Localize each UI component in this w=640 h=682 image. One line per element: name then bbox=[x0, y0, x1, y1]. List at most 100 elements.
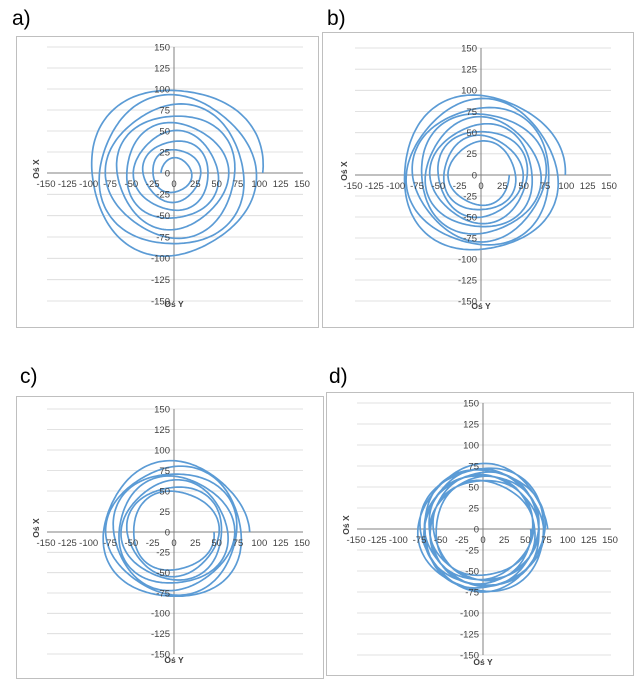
y-tick-label: -50 bbox=[465, 566, 479, 577]
y-tick-label: -75 bbox=[463, 233, 477, 244]
panel-label-a: a) bbox=[12, 7, 31, 30]
x-tick-label: 25 bbox=[499, 535, 510, 546]
y-tick-label: 150 bbox=[154, 404, 170, 415]
x-tick-label: -25 bbox=[146, 179, 160, 190]
x-tick-label: 50 bbox=[518, 181, 529, 192]
x-tick-label: -75 bbox=[410, 181, 424, 192]
x-tick-label: 150 bbox=[294, 538, 310, 549]
y-tick-label: 125 bbox=[463, 419, 479, 430]
y-tick-label: -100 bbox=[151, 254, 170, 265]
y-tick-label: 75 bbox=[466, 107, 477, 118]
panel-label-b: b) bbox=[327, 7, 346, 30]
y-tick-label: -50 bbox=[156, 211, 170, 222]
y-tick-label: 0 bbox=[472, 170, 477, 181]
spiral-series-line bbox=[403, 94, 567, 251]
x-tick-label: -150 bbox=[346, 535, 365, 546]
y-tick-label: 25 bbox=[159, 147, 170, 158]
y-tick-label: -100 bbox=[460, 608, 479, 619]
y-tick-label: -50 bbox=[463, 212, 477, 223]
chart-c-svg: 1501251007550250-25-50-75-100-125-150-15… bbox=[31, 404, 310, 665]
y-tick-label: 0 bbox=[165, 168, 170, 179]
x-axis-title: Oś Y bbox=[471, 301, 491, 311]
x-tick-label: 25 bbox=[190, 538, 201, 549]
y-tick-label: -150 bbox=[458, 296, 477, 307]
x-tick-label: 25 bbox=[190, 179, 201, 190]
y-tick-label: 150 bbox=[463, 398, 479, 409]
x-tick-label: -75 bbox=[413, 535, 427, 546]
x-tick-label: -25 bbox=[453, 181, 467, 192]
x-tick-label: -25 bbox=[455, 535, 469, 546]
x-tick-label: -150 bbox=[36, 179, 55, 190]
x-tick-label: -100 bbox=[79, 538, 98, 549]
x-tick-label: 125 bbox=[580, 181, 596, 192]
x-tick-label: 25 bbox=[497, 181, 508, 192]
y-tick-label: -150 bbox=[151, 296, 170, 307]
x-tick-label: -150 bbox=[343, 181, 362, 192]
spiral-series-line bbox=[416, 462, 549, 593]
y-tick-label: 100 bbox=[463, 440, 479, 451]
x-tick-label: 125 bbox=[273, 179, 289, 190]
y-tick-label: 75 bbox=[159, 105, 170, 116]
x-tick-label: 75 bbox=[540, 181, 551, 192]
x-tick-label: -125 bbox=[368, 535, 387, 546]
x-tick-label: -75 bbox=[103, 538, 117, 549]
x-tick-label: 75 bbox=[233, 179, 244, 190]
y-tick-label: -50 bbox=[156, 568, 170, 579]
x-tick-label: 50 bbox=[520, 535, 531, 546]
chart-panel-c: 150 125 100 75 50 25 0 -25 -50 -75 -100 -125 -150 -15… bbox=[16, 396, 324, 679]
y-tick-label: 125 bbox=[154, 425, 170, 436]
x-tick-label: 150 bbox=[601, 181, 617, 192]
x-tick-label: -100 bbox=[389, 535, 408, 546]
x-tick-label: 100 bbox=[251, 538, 267, 549]
spiral-series-line bbox=[102, 459, 251, 598]
x-tick-label: 100 bbox=[251, 179, 267, 190]
x-tick-label: 125 bbox=[581, 535, 597, 546]
y-tick-label: 75 bbox=[159, 466, 170, 477]
y-tick-label: 50 bbox=[468, 482, 479, 493]
y-axis-title: Oś X bbox=[339, 161, 349, 181]
x-tick-label: -50 bbox=[431, 181, 445, 192]
y-tick-label: 150 bbox=[154, 42, 170, 53]
x-axis-title: Oś Y bbox=[164, 299, 184, 309]
x-tick-label: 125 bbox=[273, 538, 289, 549]
x-tick-label: -125 bbox=[365, 181, 384, 192]
y-tick-label: 150 bbox=[461, 43, 477, 54]
y-tick-label: -125 bbox=[458, 275, 477, 286]
x-tick-label: -75 bbox=[103, 179, 117, 190]
x-tick-label: 100 bbox=[558, 181, 574, 192]
y-tick-label: 125 bbox=[154, 63, 170, 74]
y-tick-label: -75 bbox=[156, 232, 170, 243]
x-tick-label: 75 bbox=[233, 538, 244, 549]
y-tick-label: -25 bbox=[156, 548, 170, 559]
y-tick-label: -25 bbox=[156, 190, 170, 201]
y-tick-label: 0 bbox=[474, 524, 479, 535]
y-tick-label: 25 bbox=[466, 149, 477, 160]
x-axis-title: Oś Y bbox=[473, 657, 493, 667]
x-tick-label: 50 bbox=[211, 538, 222, 549]
x-tick-label: -50 bbox=[124, 179, 138, 190]
y-tick-label: 50 bbox=[466, 128, 477, 139]
y-tick-label: 25 bbox=[159, 507, 170, 518]
y-tick-label: 75 bbox=[468, 461, 479, 472]
x-tick-label: 0 bbox=[480, 535, 485, 546]
x-tick-label: 0 bbox=[171, 179, 176, 190]
panel-label-c: c) bbox=[20, 365, 38, 388]
chart-b-svg: 1501251007550250-25-50-75-100-125-150-15… bbox=[339, 43, 617, 311]
y-tick-label: 100 bbox=[154, 445, 170, 456]
y-tick-label: 100 bbox=[154, 84, 170, 95]
y-axis-title: Oś X bbox=[31, 518, 41, 538]
x-tick-label: 0 bbox=[171, 538, 176, 549]
y-tick-label: -125 bbox=[151, 275, 170, 286]
x-tick-label: 150 bbox=[294, 179, 310, 190]
y-tick-label: -75 bbox=[465, 587, 479, 598]
y-tick-label: -75 bbox=[156, 588, 170, 599]
x-tick-label: -50 bbox=[124, 538, 138, 549]
x-tick-label: -50 bbox=[434, 535, 448, 546]
x-tick-label: -150 bbox=[36, 538, 55, 549]
x-axis-title: Oś Y bbox=[164, 655, 184, 665]
y-tick-label: 100 bbox=[461, 86, 477, 97]
panel-label-d: d) bbox=[329, 365, 348, 388]
y-axis-title: Oś X bbox=[341, 515, 351, 535]
chart-panel-a: 150 125 100 75 50 25 0 -25 -50 -75 -100 -125 -150 -15… bbox=[16, 36, 319, 328]
y-tick-label: -100 bbox=[458, 254, 477, 265]
